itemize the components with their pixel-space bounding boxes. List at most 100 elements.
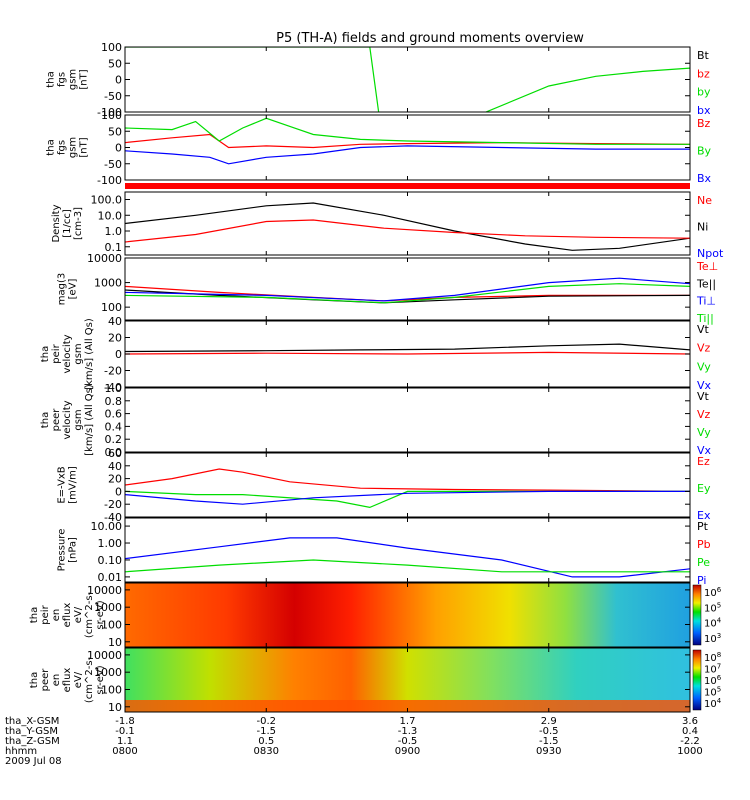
colorbar-tick-label: 105 [704, 601, 721, 614]
y-tick-label: 100 [101, 109, 122, 122]
x-row-value: -1.5 [539, 736, 559, 747]
panel-peir-velocity: 40 20 0 -20 -40 thapeirvelocitygsm[km/s] (All… [40, 315, 712, 394]
legend-entry: Te⊥ [696, 260, 718, 273]
y-axis-label: mag(3[eV] [57, 273, 79, 305]
panel-density: 100.0 10.0 1.0 0.1 Density[1/cc][cm-3] Ne Ni Np… [51, 191, 724, 260]
series-group [125, 277, 690, 304]
y-tick-label: 1.00 [98, 537, 123, 550]
legend-entry: Ex [697, 509, 711, 522]
y-tick-label: 100 [101, 301, 122, 314]
y-tick-label: 10.00 [91, 520, 123, 533]
colorbar-scale [692, 584, 702, 646]
colorbar-tick-label: 106 [704, 586, 722, 599]
flag-bar [125, 183, 690, 189]
legend-entry: Pt [697, 520, 709, 533]
y-axis-label: thapeirvelocitygsm[km/s] (All Qs) [40, 318, 95, 390]
panel-fgs-gsm-raw: 100 50 0 -50 -100 thafgsgsm[nT] Bt bz by bx [46, 41, 711, 119]
x-row-value: 0900 [395, 746, 420, 757]
panel-temperature: 10000 1000 100 mag(3[eV] Te⊥ Te|| Ti⊥ Ti|| [57, 252, 719, 325]
legend-entry: Pe [697, 556, 710, 569]
y-tick-label: 100 [101, 683, 122, 696]
y-tick-label: -20 [104, 365, 122, 378]
y-tick-label: 0.6 [105, 408, 123, 421]
series-group [125, 468, 690, 509]
panel-peer-velocity: 1.00.80.60.40.20.0 thapeervelocitygsm[km/… [40, 382, 712, 459]
series-Pe [125, 559, 690, 573]
legend-entry: Pi [697, 574, 706, 587]
legend-entry: Ne [697, 194, 712, 207]
series-group [125, 117, 690, 165]
x-row-value: 0930 [536, 746, 561, 757]
x-axis-block: tha_X-GSM -1.8 -0.2 1.7 2.9 3.6 tha_Y-GSM -0.1 -… [5, 716, 703, 767]
y-tick-label: 0.0 [105, 446, 123, 459]
y-tick-label: -100 [97, 106, 122, 119]
y-tick-label: 1.0 [105, 382, 123, 395]
legend-entry: Ey [697, 482, 711, 495]
panel-fgs-gsm: 100 50 0 -50 -100 thafgsgsm[nT] Bz By Bx [46, 109, 712, 187]
y-tick-label: 0 [115, 348, 122, 361]
x-row-label: tha_X-GSM [5, 716, 59, 727]
legend-entry: by [697, 86, 711, 99]
legend-entry: Ez [697, 455, 710, 468]
legend-entry: Bz [697, 117, 711, 130]
series-group [125, 537, 690, 578]
legend-entry: bx [697, 104, 711, 117]
legend-entry: Vx [697, 444, 712, 457]
panel-frame [124, 257, 691, 321]
panel-frame [124, 387, 691, 453]
y-tick-label: 60 [108, 447, 122, 460]
x-row-value: 2.9 [541, 716, 557, 727]
x-row-value: -0.5 [539, 726, 559, 737]
series-Ni [125, 202, 690, 251]
y-tick-label: 40 [108, 460, 122, 473]
legend-entry: Bx [697, 172, 712, 185]
colorbar-tick-label: 104 [704, 697, 722, 710]
panel-peer-en-eflux: 10000 1000 100 10thapeerenefluxeV/(cm^2-s-s… [29, 647, 691, 714]
y-tick-label: -50 [104, 158, 122, 171]
legend-entry: Pb [697, 538, 711, 551]
x-row-value: 1000 [677, 746, 702, 757]
series-group [125, 202, 690, 251]
legend-entry: Bt [697, 49, 710, 62]
y-tick-label: 0 [115, 74, 122, 87]
series-Ez [125, 468, 690, 492]
y-tick-label: 100 [101, 41, 122, 54]
x-row-label: tha_Y-GSM [5, 726, 58, 737]
figure-title: P5 (TH-A) fields and ground moments over… [276, 31, 584, 46]
x-row-value: 1.1 [117, 736, 133, 747]
colorbar-tick-label: 103 [704, 632, 721, 645]
series-group [125, 47, 690, 112]
legend-entry: Vt [697, 390, 710, 403]
y-tick-label: 100 [101, 618, 122, 631]
y-axis-label: Pressure[nPa] [57, 529, 79, 572]
y-tick-label: -50 [104, 90, 122, 103]
legend-entry: Ti⊥ [696, 295, 716, 308]
legend-entry: Vy [697, 426, 711, 439]
heatmap-fill [125, 583, 690, 647]
y-tick-label: 0 [115, 142, 122, 155]
panel-frame [124, 452, 691, 518]
legend-entry: Vx [697, 379, 712, 392]
series-Ex [125, 490, 690, 505]
series-group [125, 343, 690, 355]
series-Pi [125, 537, 690, 578]
y-tick-label: 50 [108, 125, 122, 138]
y-tick-label: 10 [108, 636, 122, 649]
legend-entry: Npot [697, 247, 724, 260]
legend-entry: Ti|| [696, 312, 714, 325]
y-axis-label: Density[1/cc][cm-3] [51, 204, 84, 242]
series-by [125, 47, 690, 112]
series-By [125, 117, 690, 145]
date-label: 2009 Jul 08 [5, 756, 62, 767]
series-Vz [125, 351, 690, 355]
x-row-value: 0830 [254, 746, 279, 757]
x-row-label: hhmm [5, 746, 37, 757]
x-row-value: 0.5 [258, 736, 274, 747]
series-Bx [125, 145, 690, 165]
x-row-value: 3.6 [682, 716, 698, 727]
y-tick-label: 0.4 [105, 420, 123, 433]
x-row-value: 1.7 [400, 716, 416, 727]
y-tick-label: 0.2 [105, 433, 123, 446]
